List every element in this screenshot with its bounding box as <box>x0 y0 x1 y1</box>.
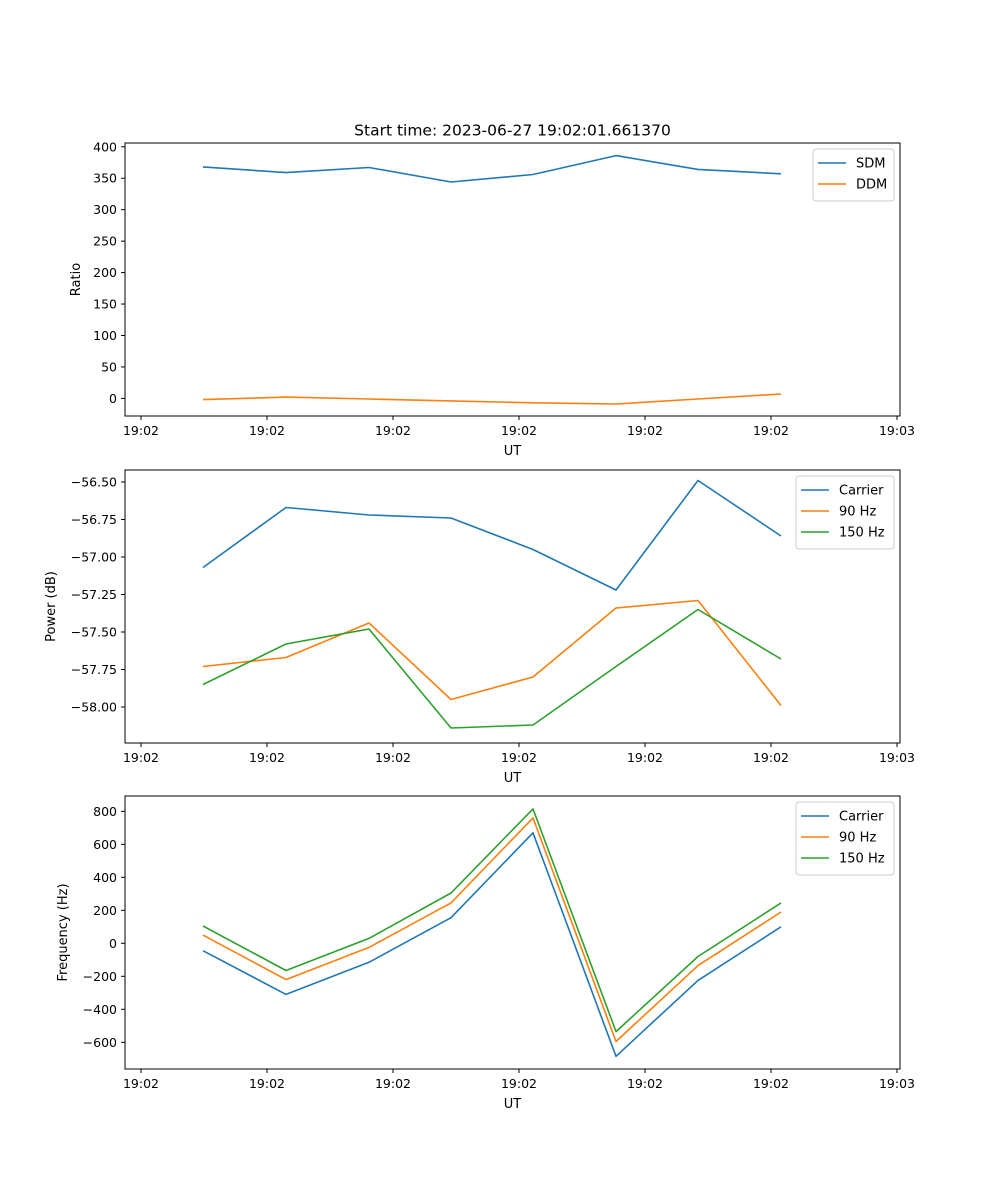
x-tick-label: 19:02 <box>753 750 789 765</box>
series-line-sdm <box>202 154 782 183</box>
x-tick-label: 19:02 <box>249 750 285 765</box>
legend-box <box>795 801 895 876</box>
chart-panel-1: 19:02 19:02 19:02 19:02 19:02 19:02 19:03 0 50 10… <box>69 139 915 459</box>
legend: Carrier 90 Hz 150 Hz <box>795 475 895 550</box>
y-tick-label: 200 <box>93 265 117 280</box>
y-tick-label: −58.00 <box>71 700 117 715</box>
y-tick-label: 250 <box>93 234 117 249</box>
x-tick-label: 19:02 <box>501 423 537 438</box>
x-tick-label: 19:02 <box>375 1076 411 1091</box>
x-tick-label: 19:02 <box>627 423 663 438</box>
y-tick-label: 50 <box>101 359 117 374</box>
y-tick-label: −56.75 <box>71 512 117 527</box>
y-axis-label: Frequency (Hz) <box>56 883 71 981</box>
legend-label: 90 Hz <box>839 505 876 520</box>
y-tick-label: −200 <box>83 969 117 984</box>
series-line-90-hz <box>202 817 782 1043</box>
x-tick-label: 19:02 <box>123 423 159 438</box>
y-tick-label: 150 <box>93 297 117 312</box>
x-tick-label: 19:02 <box>753 1076 789 1091</box>
series-line-carrier <box>202 479 782 591</box>
series-line-carrier <box>202 831 782 1058</box>
y-tick-label: −56.50 <box>71 475 117 490</box>
y-tick-label: 400 <box>93 139 117 154</box>
x-axis-label: UT <box>504 771 522 786</box>
x-tick-label: 19:03 <box>879 423 915 438</box>
y-tick-label: 200 <box>93 903 117 918</box>
legend-label: DDM <box>856 178 887 193</box>
y-tick-label: 100 <box>93 328 117 343</box>
x-tick-label: 19:02 <box>753 423 789 438</box>
legend-label: Carrier <box>839 810 884 825</box>
y-tick-label: 800 <box>93 804 117 819</box>
series-line-150-hz <box>202 608 782 729</box>
legend-label: Carrier <box>839 484 884 499</box>
plot-frame <box>124 142 901 417</box>
plot-frame <box>124 795 901 1070</box>
chart-panels: 19:02 19:02 19:02 19:02 19:02 19:02 19:03 0 50 10… <box>44 139 915 1112</box>
x-tick-label: 19:02 <box>627 1076 663 1091</box>
y-tick-label: −57.00 <box>71 550 117 565</box>
y-tick-label: 400 <box>93 870 117 885</box>
legend-box <box>812 148 895 202</box>
legend-label: 150 Hz <box>839 526 885 541</box>
chart-panel-2: 19:02 19:02 19:02 19:02 19:02 19:02 19:03 −58.0… <box>44 469 915 786</box>
y-tick-label: 600 <box>93 837 117 852</box>
x-tick-label: 19:02 <box>627 750 663 765</box>
x-tick-label: 19:02 <box>123 1076 159 1091</box>
y-tick-label: −57.25 <box>71 587 117 602</box>
x-tick-label: 19:02 <box>249 423 285 438</box>
chart-panel-3: 19:02 19:02 19:02 19:02 19:02 19:02 19:03 −600 −… <box>56 795 915 1112</box>
x-tick-label: 19:02 <box>501 1076 537 1091</box>
x-axis-label: UT <box>504 1097 522 1112</box>
series-line-150-hz <box>202 808 782 1033</box>
x-tick-label: 19:02 <box>375 750 411 765</box>
x-tick-label: 19:02 <box>501 750 537 765</box>
y-tick-label: −400 <box>83 1002 117 1017</box>
x-tick-label: 19:02 <box>375 423 411 438</box>
y-tick-label: 300 <box>93 202 117 217</box>
legend-box <box>795 475 895 550</box>
x-axis-label: UT <box>504 444 522 459</box>
plot-frame <box>124 469 901 744</box>
x-tick-label: 19:02 <box>249 1076 285 1091</box>
x-tick-label: 19:02 <box>123 750 159 765</box>
legend-label: 150 Hz <box>839 852 885 867</box>
y-tick-label: −57.75 <box>71 662 117 677</box>
y-tick-label: −57.50 <box>71 625 117 640</box>
y-tick-label: −600 <box>83 1035 117 1050</box>
legend: SDM DDM <box>812 148 895 202</box>
legend: Carrier 90 Hz 150 Hz <box>795 801 895 876</box>
y-tick-label: 0 <box>109 391 117 406</box>
legend-label: 90 Hz <box>839 831 876 846</box>
y-tick-label: 0 <box>109 936 117 951</box>
x-tick-label: 19:03 <box>879 750 915 765</box>
series-line-ddm <box>202 393 782 405</box>
series-line-90-hz <box>202 599 782 706</box>
y-tick-label: 350 <box>93 171 117 186</box>
y-axis-label: Power (dB) <box>44 571 59 642</box>
figure-title: Start time: 2023-06-27 19:02:01.661370 <box>354 122 671 140</box>
legend-label: SDM <box>856 157 885 172</box>
x-tick-label: 19:03 <box>879 1076 915 1091</box>
y-axis-label: Ratio <box>69 263 84 296</box>
